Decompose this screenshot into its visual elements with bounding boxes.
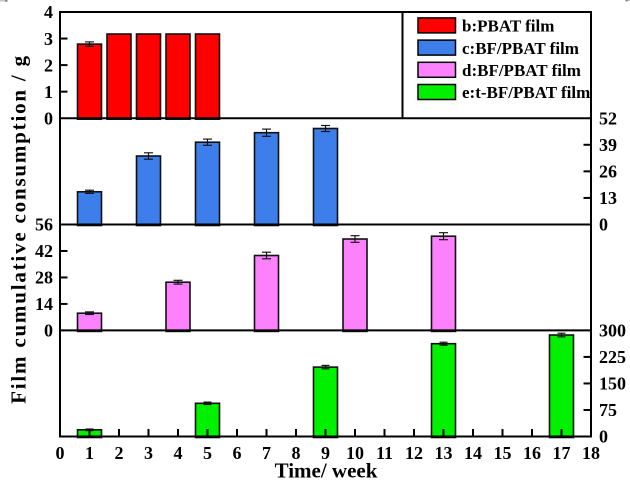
svg-text:9: 9: [321, 443, 330, 463]
svg-text:d:BF/PBAT film: d:BF/PBAT film: [462, 61, 581, 80]
svg-text:42: 42: [35, 241, 53, 261]
svg-text:0: 0: [599, 215, 608, 235]
svg-text:26: 26: [599, 162, 617, 182]
svg-text:15: 15: [494, 443, 512, 463]
svg-text:17: 17: [553, 443, 571, 463]
svg-text:56: 56: [35, 215, 53, 235]
svg-text:0: 0: [44, 321, 53, 341]
svg-text:14: 14: [464, 443, 482, 463]
svg-text:7: 7: [262, 443, 271, 463]
svg-text:4: 4: [44, 2, 53, 22]
svg-text:225: 225: [599, 347, 626, 367]
svg-text:52: 52: [599, 108, 617, 128]
svg-text:10: 10: [346, 443, 364, 463]
svg-text:Film cumulative consumption /: Film cumulative consumption / g: [7, 54, 31, 404]
svg-text:2: 2: [44, 55, 53, 75]
svg-text:13: 13: [435, 443, 453, 463]
svg-text:6: 6: [233, 443, 242, 463]
svg-text:300: 300: [599, 321, 626, 341]
svg-text:e:t-BF/PBAT film: e:t-BF/PBAT film: [462, 83, 590, 102]
svg-text:75: 75: [599, 400, 617, 420]
svg-text:5: 5: [203, 443, 212, 463]
svg-text:b:PBAT film: b:PBAT film: [462, 17, 554, 36]
svg-text:c:BF/PBAT film: c:BF/PBAT film: [462, 39, 579, 58]
svg-text:Time/ week: Time/ week: [275, 459, 378, 483]
svg-text:14: 14: [35, 294, 53, 314]
svg-text:150: 150: [599, 374, 626, 394]
svg-text:0: 0: [56, 443, 65, 463]
svg-text:0: 0: [44, 108, 53, 128]
svg-text:18: 18: [582, 443, 600, 463]
svg-text:3: 3: [44, 29, 53, 49]
svg-text:1: 1: [44, 82, 53, 102]
svg-text:3: 3: [144, 443, 153, 463]
svg-text:12: 12: [405, 443, 423, 463]
svg-text:16: 16: [523, 443, 541, 463]
svg-text:28: 28: [35, 268, 53, 288]
svg-text:13: 13: [599, 188, 617, 208]
svg-text:2: 2: [115, 443, 124, 463]
svg-text:39: 39: [599, 135, 617, 155]
svg-text:8: 8: [292, 443, 301, 463]
svg-text:4: 4: [174, 443, 183, 463]
svg-text:1: 1: [85, 443, 94, 463]
svg-text:0: 0: [599, 427, 608, 447]
svg-text:11: 11: [376, 443, 393, 463]
